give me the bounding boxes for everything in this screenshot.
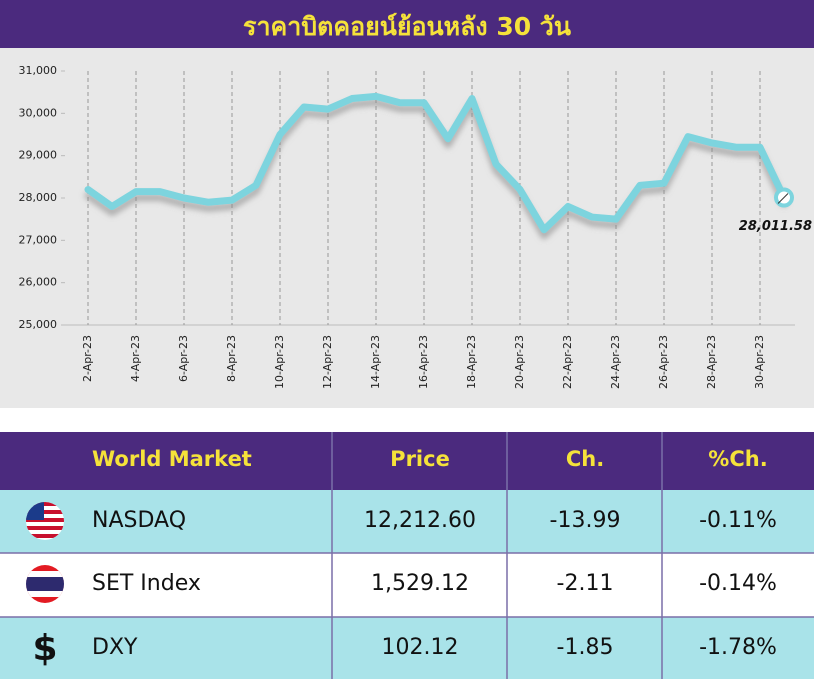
x-tick-label: 12-Apr-23 xyxy=(321,335,334,389)
table-cell: -0.14% xyxy=(699,571,777,596)
dollar-icon: $ xyxy=(32,628,57,669)
table-cell: 12,212.60 xyxy=(364,508,476,533)
data-line xyxy=(84,92,788,234)
title-bar xyxy=(0,0,814,48)
header-cell: Ch. xyxy=(566,447,604,471)
x-tick-label: 28-Apr-23 xyxy=(705,335,718,389)
x-tick-label: 26-Apr-23 xyxy=(657,335,670,389)
table-cell: 102.12 xyxy=(382,635,459,660)
table-cell: -13.99 xyxy=(550,508,621,533)
table-cell: NASDAQ xyxy=(92,508,186,533)
plot: 25,000 26,000 27,000 28,000 29,000 30,000 31,0… xyxy=(19,64,813,389)
x-tick-label: 14-Apr-23 xyxy=(369,335,382,389)
x-tick-label: 6-Apr-23 xyxy=(177,335,190,382)
chart-title: ราคาบิตคอยน์ย้อนหลัง 30 วัน xyxy=(243,12,571,41)
table-cell: DXY xyxy=(92,635,138,660)
x-tick-label: 10-Apr-23 xyxy=(273,335,286,389)
us-flag xyxy=(26,502,64,540)
data-label: 28,011.58 xyxy=(739,219,812,234)
table-cell: -0.11% xyxy=(699,508,777,533)
x-tick-label: 20-Apr-23 xyxy=(513,335,526,389)
table-cell: SET Index xyxy=(92,571,201,596)
table-cell: -1.78% xyxy=(699,635,777,660)
x-tick-label: 4-Apr-23 xyxy=(129,335,142,382)
y-tick-label: 31,000 xyxy=(19,64,58,77)
y-tick-label: 28,000 xyxy=(19,191,58,204)
table-row xyxy=(0,553,814,617)
table-row xyxy=(0,490,814,553)
header-cell: Price xyxy=(390,447,450,471)
table-lines xyxy=(0,432,814,679)
x-tick-label: 24-Apr-23 xyxy=(609,335,622,389)
y-tick-label: 29,000 xyxy=(19,149,58,162)
table-header xyxy=(0,432,814,490)
header-cell: World Market xyxy=(92,447,252,471)
x-tick-label: 16-Apr-23 xyxy=(417,335,430,389)
table-cell: 1,529.12 xyxy=(371,571,469,596)
x-tick-label: 22-Apr-23 xyxy=(561,335,574,389)
label-pointer xyxy=(777,193,789,204)
table-row xyxy=(0,617,814,679)
table-cell: -1.85 xyxy=(557,635,614,660)
x-tick-label: 18-Apr-23 xyxy=(465,335,478,389)
x-tick-label: 30-Apr-23 xyxy=(753,335,766,389)
thai-flag xyxy=(26,565,64,603)
header-cell: %Ch. xyxy=(708,447,767,471)
y-tick-label: 30,000 xyxy=(19,106,58,119)
table: World Market Price Ch. %Ch. NASDAQ 12,212.60 -… xyxy=(92,447,777,660)
x-tick-label: 2-Apr-23 xyxy=(81,335,94,382)
y-tick-label: 25,000 xyxy=(19,318,58,331)
y-tick-label: 26,000 xyxy=(19,276,58,289)
y-tick-label: 27,000 xyxy=(19,233,58,246)
table-cell: -2.11 xyxy=(557,571,614,596)
x-tick-label: 8-Apr-23 xyxy=(225,335,238,382)
